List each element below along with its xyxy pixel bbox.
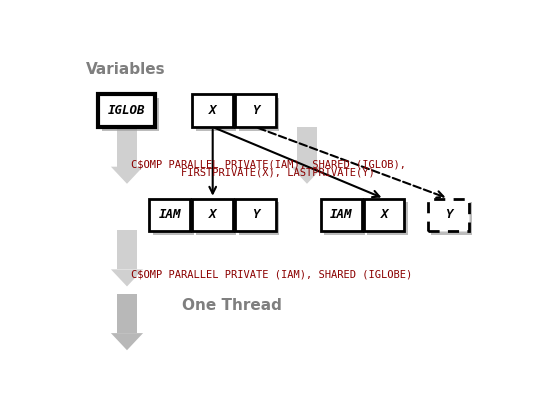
Polygon shape	[111, 333, 143, 350]
Text: X: X	[209, 208, 216, 221]
Text: IGLOB: IGLOB	[108, 104, 146, 117]
FancyBboxPatch shape	[428, 199, 469, 231]
Text: One Thread: One Thread	[182, 298, 282, 313]
Polygon shape	[117, 229, 137, 269]
FancyBboxPatch shape	[235, 199, 276, 231]
Text: IAM: IAM	[159, 208, 181, 221]
Text: Y: Y	[252, 208, 259, 221]
Text: FIRSTPRIVATE(X), LASTPRIVATE(Y): FIRSTPRIVATE(X), LASTPRIVATE(Y)	[131, 167, 375, 177]
FancyBboxPatch shape	[431, 202, 472, 235]
FancyBboxPatch shape	[102, 98, 159, 131]
FancyBboxPatch shape	[98, 95, 155, 127]
Text: Variables: Variables	[86, 63, 166, 78]
FancyBboxPatch shape	[192, 199, 233, 231]
FancyBboxPatch shape	[367, 202, 408, 235]
FancyBboxPatch shape	[235, 95, 276, 127]
FancyBboxPatch shape	[149, 199, 190, 231]
Polygon shape	[291, 167, 323, 184]
FancyBboxPatch shape	[325, 202, 365, 235]
Text: Y: Y	[445, 208, 452, 221]
FancyBboxPatch shape	[192, 95, 233, 127]
Text: Y: Y	[252, 104, 259, 117]
FancyBboxPatch shape	[321, 199, 362, 231]
Polygon shape	[111, 167, 143, 184]
Text: C$OMP PARALLEL PRIVATE(IAM), SHARED (IGLOB),: C$OMP PARALLEL PRIVATE(IAM), SHARED (IGL…	[131, 159, 406, 169]
Polygon shape	[117, 294, 137, 333]
FancyBboxPatch shape	[153, 202, 194, 235]
FancyBboxPatch shape	[239, 202, 279, 235]
Text: X: X	[209, 104, 216, 117]
Polygon shape	[111, 269, 143, 286]
FancyBboxPatch shape	[196, 98, 237, 131]
Polygon shape	[298, 127, 317, 167]
Polygon shape	[117, 127, 137, 167]
Text: IAM: IAM	[330, 208, 352, 221]
FancyBboxPatch shape	[364, 199, 404, 231]
FancyBboxPatch shape	[196, 202, 237, 235]
FancyBboxPatch shape	[239, 98, 279, 131]
Text: X: X	[380, 208, 388, 221]
Text: C$OMP PARALLEL PRIVATE (IAM), SHARED (IGLOBE): C$OMP PARALLEL PRIVATE (IAM), SHARED (IG…	[131, 269, 413, 279]
